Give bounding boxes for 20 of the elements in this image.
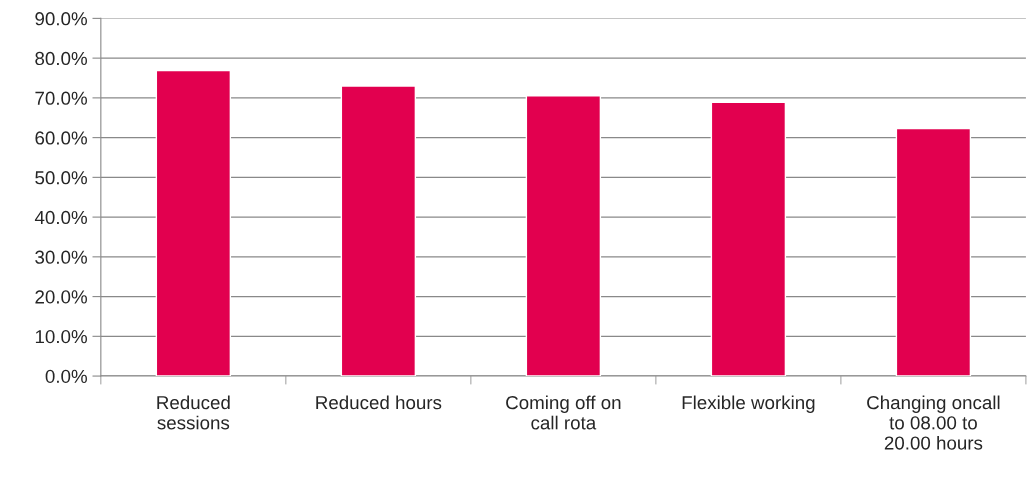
x-tick-label: Coming off on call rota (506, 395, 621, 430)
x-tick-label: Changing oncall to 08.00 to 20.00 hours (867, 395, 1000, 450)
x-tick-label: Flexible working (682, 395, 815, 413)
y-tick-label: 20.0% (35, 290, 87, 304)
y-tick-label: 80.0% (35, 51, 87, 66)
x-tick-label: Reduced hours (316, 395, 442, 410)
bar (340, 85, 417, 377)
y-tick-label: 90.0% (35, 12, 87, 26)
y-tick-label: 30.0% (35, 250, 87, 264)
x-tick-label: Reduced sessions (157, 395, 230, 430)
y-tick-label: 0.0% (45, 369, 87, 384)
y-tick-label: 60.0% (35, 131, 87, 145)
bar (525, 95, 602, 377)
bar (710, 101, 787, 377)
bar (155, 69, 232, 377)
y-tick-label: 10.0% (35, 330, 87, 344)
y-tick-label: 40.0% (34, 210, 87, 225)
y-tick-label: 50.0% (35, 171, 87, 185)
bar (895, 127, 972, 377)
y-tick-label: 70.0% (35, 91, 87, 105)
